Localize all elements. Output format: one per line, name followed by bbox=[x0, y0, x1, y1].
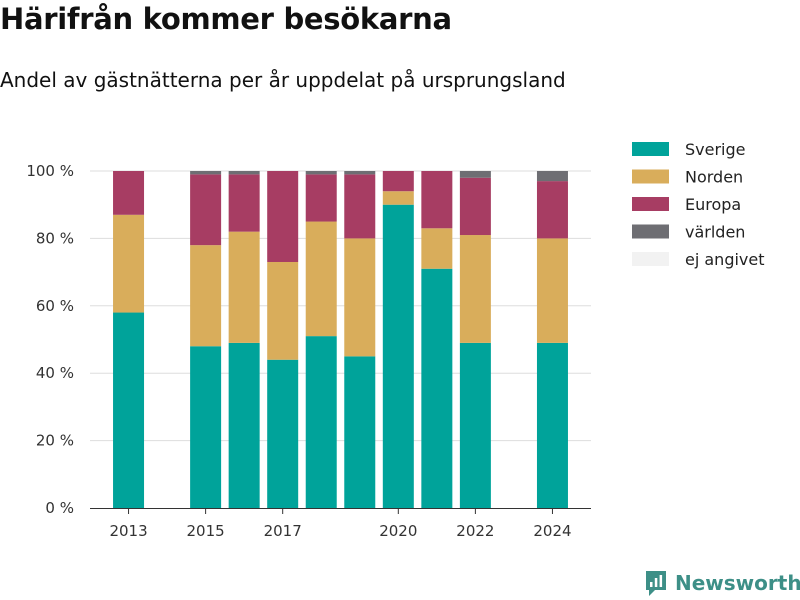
axes: 0 % 20 % 40 % 60 % 80 % 100 % 2013 2015 2017 2020… bbox=[26, 162, 591, 540]
bar-segment bbox=[382, 191, 414, 205]
bar-segment bbox=[536, 238, 568, 343]
x-tick-label: 2015 bbox=[187, 522, 225, 540]
y-tick-label: 20 % bbox=[36, 432, 74, 450]
bar-segment bbox=[536, 342, 568, 508]
bar-segment bbox=[344, 238, 376, 357]
bar-segment bbox=[190, 245, 222, 347]
brand-logo: Newsworthy bbox=[644, 569, 800, 597]
bar-segment bbox=[267, 261, 299, 360]
y-tick-label: 100 % bbox=[26, 162, 74, 180]
bar-segment bbox=[305, 221, 337, 337]
bar-segment bbox=[113, 171, 145, 215]
bar-segment bbox=[382, 204, 414, 508]
x-tick-label: 2020 bbox=[379, 522, 417, 540]
legend-label: Sverige bbox=[685, 140, 746, 159]
bar-segment bbox=[228, 231, 260, 343]
bar-segment bbox=[190, 174, 222, 246]
brand-name: Newsworthy bbox=[675, 571, 800, 595]
bar-segment bbox=[421, 171, 453, 229]
bar-segment bbox=[305, 336, 337, 508]
bar-segment bbox=[267, 171, 299, 262]
legend-swatch bbox=[632, 142, 669, 156]
bar-segment bbox=[344, 356, 376, 508]
bars bbox=[113, 171, 568, 508]
bar-segment bbox=[459, 177, 491, 236]
bar-segment bbox=[228, 174, 260, 232]
legend-label: Europa bbox=[685, 195, 741, 214]
y-tick-label: 80 % bbox=[36, 229, 74, 247]
legend-swatch bbox=[632, 252, 669, 266]
bar-segment bbox=[421, 268, 453, 508]
bar-segment bbox=[228, 171, 260, 175]
bar-segment bbox=[190, 171, 222, 175]
bar-segment bbox=[344, 174, 376, 239]
bar-segment bbox=[344, 171, 376, 175]
legend-swatch bbox=[632, 169, 669, 184]
bar-segment bbox=[305, 174, 337, 222]
x-tick-label: 2017 bbox=[264, 522, 302, 540]
x-tick-label: 2022 bbox=[456, 522, 494, 540]
bar-segment bbox=[536, 171, 568, 182]
bar-segment bbox=[228, 342, 260, 508]
bar-segment bbox=[305, 171, 337, 175]
x-tick-label: 2013 bbox=[109, 522, 147, 540]
bar-segment bbox=[382, 171, 414, 192]
bar-segment bbox=[459, 342, 491, 508]
bar-segment bbox=[190, 346, 222, 508]
legend-label: världen bbox=[685, 223, 745, 242]
legend: Sverige Norden Europa världen ej angivet bbox=[632, 140, 765, 269]
newsworthy-logo-icon bbox=[646, 571, 666, 596]
bar-segment bbox=[113, 214, 145, 313]
legend-label: Norden bbox=[685, 168, 743, 187]
chart-subtitle: Andel av gästnätterna per år uppdelat på… bbox=[0, 68, 566, 92]
y-tick-label: 60 % bbox=[36, 297, 74, 315]
bar-segment bbox=[536, 181, 568, 239]
bar-segment bbox=[421, 228, 453, 269]
bar-segment bbox=[267, 359, 299, 508]
bar-segment bbox=[113, 312, 145, 508]
y-tick-label: 40 % bbox=[36, 364, 74, 382]
bar-segment bbox=[459, 171, 491, 178]
chart-title: Härifrån kommer besökarna bbox=[0, 2, 452, 36]
x-tick-label: 2024 bbox=[533, 522, 571, 540]
legend-swatch bbox=[632, 197, 669, 211]
y-tick-label: 0 % bbox=[45, 499, 74, 517]
legend-swatch bbox=[632, 224, 669, 239]
legend-label: ej angivet bbox=[685, 250, 765, 269]
bar-segment bbox=[459, 235, 491, 343]
grid-lines bbox=[90, 170, 591, 442]
